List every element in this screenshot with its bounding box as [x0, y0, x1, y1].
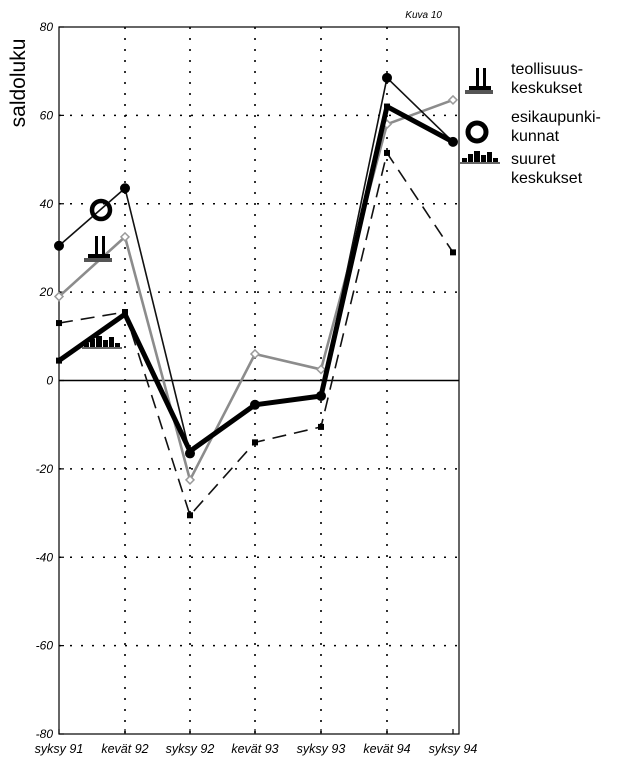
- y-tick-label: -20: [36, 462, 54, 476]
- x-tick-label: syksy 92: [166, 742, 215, 756]
- data-point: [184, 474, 196, 485]
- y-tick-labels: 80 60 40 20 0 -20 -40 -60 -80: [36, 20, 64, 741]
- y-tick-label: 0: [46, 374, 53, 388]
- data-point: [54, 240, 64, 251]
- data-point: [318, 392, 324, 399]
- y-tick-label: 20: [39, 285, 54, 299]
- ring-icon: [89, 198, 113, 222]
- x-tick-label: kevät 94: [363, 742, 410, 756]
- data-point: [187, 448, 193, 455]
- data-point: [450, 138, 456, 145]
- figure-label: Kuva 10: [405, 10, 442, 21]
- ring-icon: [465, 120, 489, 144]
- data-point: [384, 103, 390, 110]
- legend-item-2: suuret keskukset: [511, 151, 583, 187]
- series-line: [58, 152, 454, 517]
- y-tick-label: -80: [36, 727, 54, 741]
- series-1: [53, 94, 459, 485]
- y-tick-label: 60: [40, 108, 54, 122]
- legend-item-0: teollisuus-keskukset: [511, 61, 583, 97]
- data-point: [249, 348, 261, 360]
- x-tick-label: syksy 94: [429, 742, 478, 756]
- y-axis-label: saldoluku: [7, 39, 30, 128]
- data-point: [119, 231, 131, 242]
- data-point: [252, 439, 258, 446]
- data-point: [315, 364, 327, 375]
- legend-item-1: esikaupunki-kunnat: [511, 109, 601, 145]
- city-icon: [460, 151, 500, 164]
- data-point: [318, 423, 324, 430]
- series-layer: [53, 72, 459, 519]
- series-annotations: [82, 198, 122, 349]
- data-point: [53, 291, 65, 302]
- series-line: [58, 98, 454, 482]
- data-point: [120, 183, 130, 194]
- legend: teollisuus-keskukset esikaupunki-kunnat …: [460, 61, 601, 187]
- series-2: [56, 103, 456, 455]
- series-line: [57, 104, 455, 454]
- data-point: [56, 357, 62, 364]
- series-3: [56, 149, 456, 519]
- series-line: [58, 77, 454, 455]
- x-tick-label: kevät 92: [101, 742, 148, 756]
- y-tick-label: -40: [36, 550, 54, 564]
- y-tick-label: 80: [40, 20, 54, 34]
- y-tick-label: 40: [40, 197, 54, 211]
- data-point: [187, 512, 193, 519]
- data-point: [384, 149, 390, 156]
- data-point: [122, 311, 128, 318]
- factory-icon: [84, 236, 112, 262]
- x-tick-label: kevät 93: [231, 742, 278, 756]
- data-point: [450, 249, 456, 256]
- data-point: [382, 72, 392, 83]
- x-tick-labels: syksy 91 kevät 92 syksy 92 kevät 93 syksy 93…: [35, 729, 478, 756]
- y-tick-label: -60: [36, 639, 54, 653]
- data-point: [252, 401, 258, 408]
- data-point: [447, 94, 459, 105]
- x-tick-label: syksy 91: [35, 742, 84, 756]
- series-0: [54, 72, 458, 459]
- data-point: [56, 320, 62, 327]
- x-tick-label: syksy 93: [297, 742, 346, 756]
- factory-icon: [465, 68, 493, 94]
